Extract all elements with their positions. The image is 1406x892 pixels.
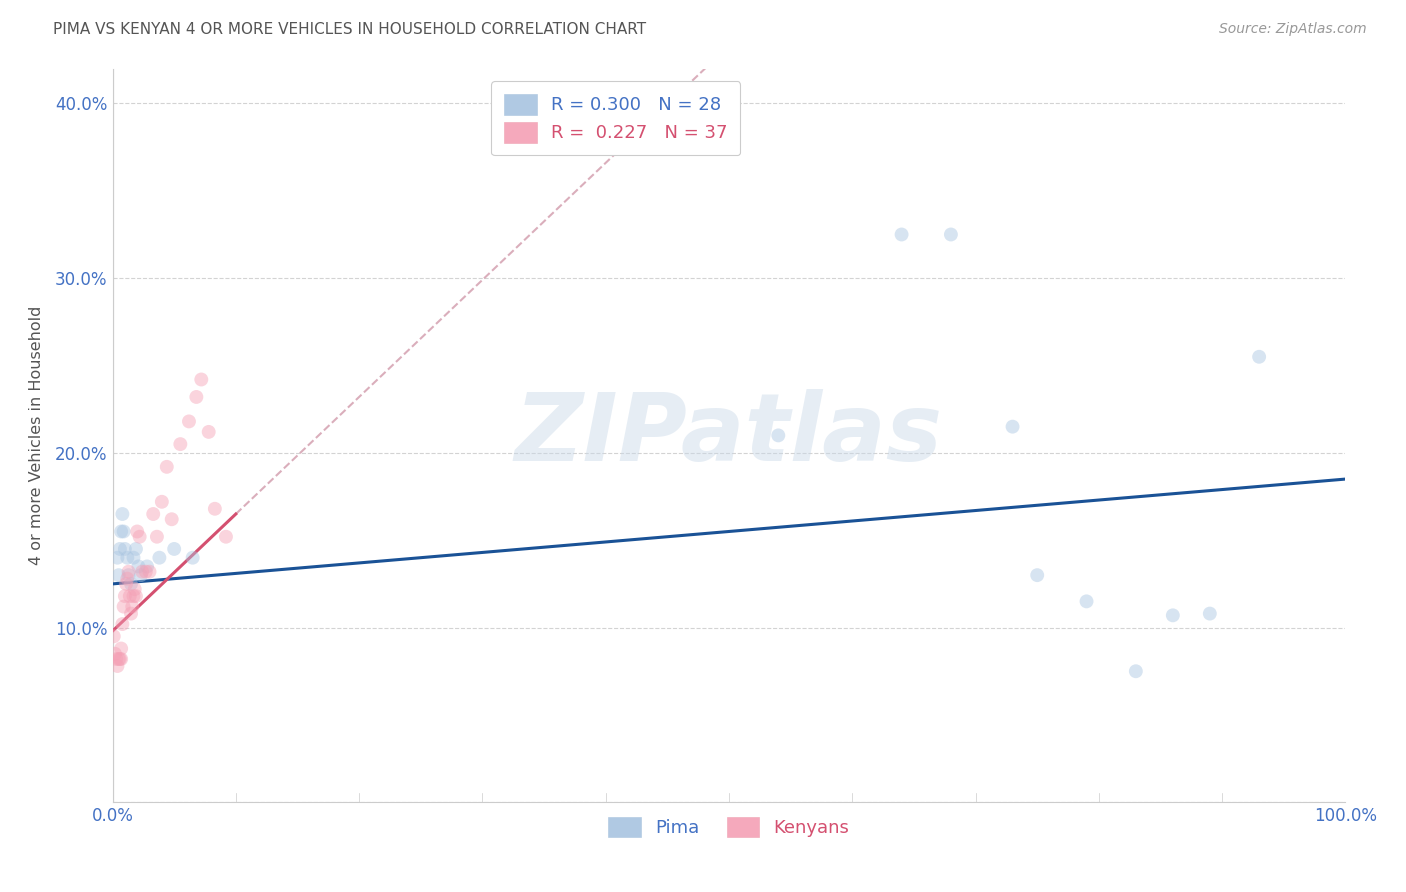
Point [104,647,127,661]
Point [1001,419,1024,434]
Point [117,572,139,586]
Point [939,227,962,242]
Point [1026,568,1049,582]
Point [121,599,143,614]
Point [181,550,204,565]
Point [215,530,238,544]
Y-axis label: 4 or more Vehicles in Household: 4 or more Vehicles in Household [30,306,44,565]
Point [115,577,138,591]
Point [156,459,179,474]
Point [135,565,157,579]
Point [110,652,132,666]
Point [122,550,145,565]
Point [120,577,142,591]
Point [138,565,160,579]
Point [111,507,134,521]
Point [197,425,219,439]
Point [107,659,129,673]
Point [110,524,132,539]
Point [150,495,173,509]
Point [111,617,134,632]
Point [108,652,131,666]
Point [114,589,136,603]
Point [125,541,148,556]
Point [120,607,142,621]
Point [125,589,148,603]
Point [110,641,132,656]
Legend: Pima, Kenyans: Pima, Kenyans [602,809,856,845]
Point [1249,350,1271,364]
Point [148,550,170,565]
Point [169,437,191,451]
Point [890,227,912,242]
Point [136,559,159,574]
Point [122,589,145,603]
Point [160,512,183,526]
Point [117,550,139,565]
Point [131,565,153,579]
Point [103,629,125,643]
Point [177,414,200,428]
Point [768,428,790,442]
Point [112,599,135,614]
Point [1076,594,1098,608]
Point [129,568,152,582]
Point [118,589,141,603]
Point [127,559,149,574]
Point [186,390,208,404]
Point [1161,608,1184,623]
Point [107,652,129,666]
Point [107,550,129,565]
Text: PIMA VS KENYAN 4 OR MORE VEHICLES IN HOUSEHOLD CORRELATION CHART: PIMA VS KENYAN 4 OR MORE VEHICLES IN HOU… [53,22,647,37]
Point [128,530,150,544]
Point [190,372,212,386]
Point [105,652,128,666]
Point [112,524,135,539]
Point [1198,607,1220,621]
Text: Source: ZipAtlas.com: Source: ZipAtlas.com [1219,22,1367,37]
Point [124,582,146,596]
Point [127,524,149,539]
Point [146,530,169,544]
Point [117,568,139,582]
Point [163,541,186,556]
Point [117,565,139,579]
Point [108,541,131,556]
Point [107,568,129,582]
Point [114,541,136,556]
Point [204,501,226,516]
Point [1125,665,1147,679]
Point [142,507,165,521]
Text: ZIPatlas: ZIPatlas [515,390,943,482]
